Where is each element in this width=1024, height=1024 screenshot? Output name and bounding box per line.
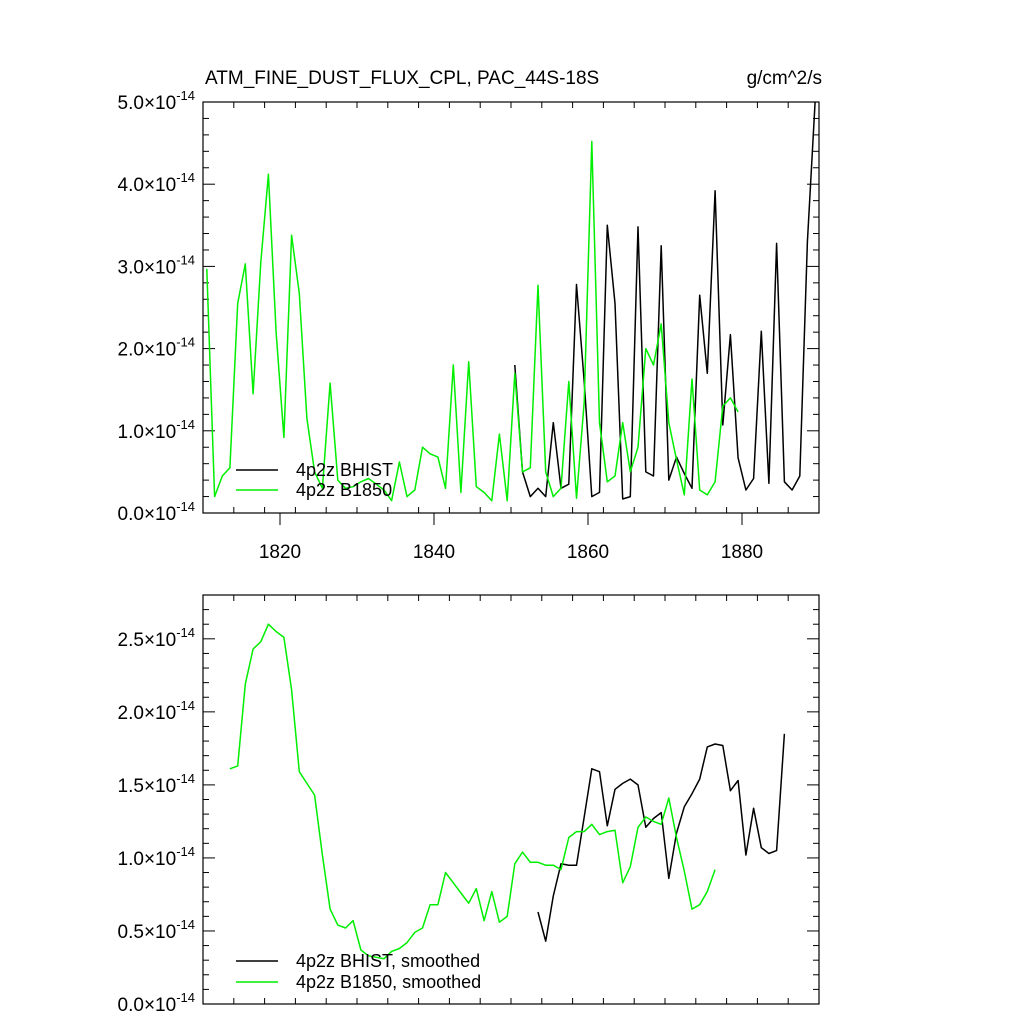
units-label: g/cm^2/s	[747, 68, 822, 89]
bottom-panel: 0.0×10-14 0.5×10-14 1.0×10-14 1.5×10-14 2.0×…	[118, 594, 820, 1016]
y-tick-label: 5.0×10-14	[118, 88, 195, 114]
y-tick-label: 1.0×10-14	[118, 844, 195, 870]
legend-label-bhist-smoothed: 4p2z BHIST, smoothed	[296, 951, 480, 971]
y-tick-label: 1.5×10-14	[118, 771, 195, 797]
bottom-legend: 4p2z BHIST, smoothed 4p2z B1850, smoothe…	[236, 951, 481, 992]
top-legend: 4p2z BHIST 4p2z B1850	[236, 460, 393, 500]
top-series-line-b1850	[206, 140, 739, 502]
chart-title: ATM_FINE_DUST_FLUX_CPL, PAC_44S-18S	[205, 68, 599, 89]
top-panel: 0.0×10-14 1.0×10-14 2.0×10-14 3.0×10-14 4.0×…	[118, 88, 820, 563]
legend-label-b1850: 4p2z B1850	[296, 480, 392, 500]
y-tick-label: 2.0×10-14	[118, 698, 195, 724]
legend-label-b1850-smoothed: 4p2z B1850, smoothed	[296, 972, 481, 992]
y-tick-label: 2.5×10-14	[118, 625, 195, 651]
bottom-y-tick-labels: 0.0×10-14 0.5×10-14 1.0×10-14 1.5×10-14 2.0×…	[118, 625, 195, 1016]
y-tick-label: 0.0×10-14	[118, 499, 195, 525]
y-tick-label: 1.0×10-14	[118, 417, 195, 443]
top-series	[206, 101, 816, 502]
bottom-series	[229, 623, 786, 960]
bottom-plot-frame	[202, 594, 820, 1005]
top-series-line-bhist	[514, 101, 816, 500]
legend-label-bhist: 4p2z BHIST	[296, 460, 393, 480]
x-tick-label: 1820	[259, 542, 301, 563]
y-tick-label: 2.0×10-14	[118, 335, 195, 361]
x-tick-label: 1840	[413, 542, 455, 563]
top-ticks	[202, 101, 820, 525]
top-y-tick-labels: 0.0×10-14 1.0×10-14 2.0×10-14 3.0×10-14 4.0×…	[118, 88, 195, 525]
top-plot-frame	[202, 101, 820, 514]
bottom-series-line-b1850	[229, 623, 716, 960]
y-tick-label: 0.5×10-14	[118, 917, 195, 943]
bottom-series-line-bhist	[537, 733, 786, 942]
y-tick-label: 4.0×10-14	[118, 170, 195, 196]
x-tick-label: 1880	[721, 542, 763, 563]
bottom-ticks	[202, 594, 820, 1005]
y-tick-label: 0.0×10-14	[118, 990, 195, 1016]
top-x-tick-labels: 1820 1840 1860 1880	[259, 542, 763, 563]
x-tick-label: 1860	[567, 542, 609, 563]
y-tick-label: 3.0×10-14	[118, 252, 195, 278]
